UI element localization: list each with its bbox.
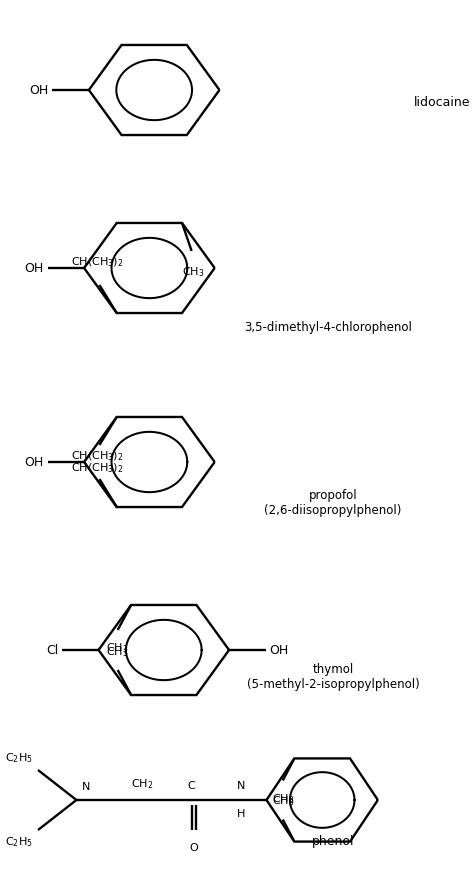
Text: CH$_2$: CH$_2$ xyxy=(130,777,153,791)
Text: CH$_3$: CH$_3$ xyxy=(182,265,205,279)
Text: H: H xyxy=(237,809,246,819)
Text: 3,5-dimethyl-4-chlorophenol: 3,5-dimethyl-4-chlorophenol xyxy=(245,322,412,334)
Text: CH(CH$_3$)$_2$: CH(CH$_3$)$_2$ xyxy=(71,461,124,475)
Text: C$_2$H$_5$: C$_2$H$_5$ xyxy=(5,751,33,765)
Text: OH: OH xyxy=(25,455,44,469)
Text: O: O xyxy=(189,843,198,853)
Text: C: C xyxy=(188,781,195,791)
Text: Cl: Cl xyxy=(46,643,58,657)
Text: N: N xyxy=(82,782,90,792)
Text: OH: OH xyxy=(269,643,289,657)
Text: CH(CH$_3$)$_2$: CH(CH$_3$)$_2$ xyxy=(71,449,124,463)
Text: thymol
(5-methyl-2-isopropylphenol): thymol (5-methyl-2-isopropylphenol) xyxy=(246,663,419,691)
Text: CH(CH$_3$)$_2$: CH(CH$_3$)$_2$ xyxy=(71,256,124,269)
Text: propofol
(2,6-diisopropylphenol): propofol (2,6-diisopropylphenol) xyxy=(264,489,401,518)
Text: CH$_3$: CH$_3$ xyxy=(272,792,294,805)
Text: OH: OH xyxy=(25,261,44,274)
Text: lidocaine: lidocaine xyxy=(414,96,471,109)
Text: N: N xyxy=(237,781,246,791)
Text: CH$_3$: CH$_3$ xyxy=(107,642,129,655)
Text: C$_2$H$_5$: C$_2$H$_5$ xyxy=(5,835,33,849)
Text: CH$_3$: CH$_3$ xyxy=(107,645,129,658)
Text: OH: OH xyxy=(29,84,48,96)
Text: phenol: phenol xyxy=(312,836,354,848)
Text: CH$_3$: CH$_3$ xyxy=(272,795,294,808)
